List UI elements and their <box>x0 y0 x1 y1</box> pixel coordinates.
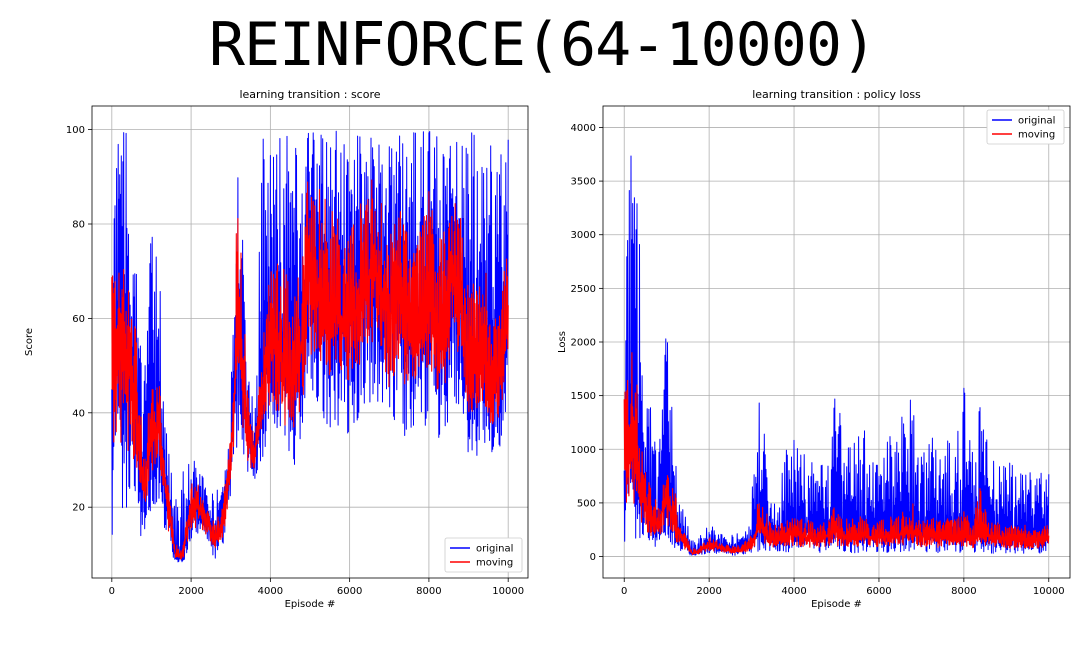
policy-loss-xtick-label: 10000 <box>1033 586 1065 597</box>
policy-loss-xtick-label: 8000 <box>951 586 976 597</box>
score-ytick-label: 40 <box>72 408 85 419</box>
policy-loss-ytick-label: 2500 <box>571 284 596 295</box>
policy-loss-ytick-label: 4000 <box>571 123 596 134</box>
policy-loss-xtick-label: 2000 <box>696 586 721 597</box>
policy-loss-title: learning transition : policy loss <box>752 88 921 101</box>
policy-loss-ytick-label: 2000 <box>571 338 596 349</box>
policy-loss-legend-label-original: original <box>1018 116 1055 127</box>
policy-loss-xtick-label: 0 <box>621 586 627 597</box>
policy-loss-xlabel: Episode # <box>811 599 862 610</box>
policy-loss-ytick-label: 1000 <box>571 445 596 456</box>
score-xtick-label: 10000 <box>492 586 524 597</box>
policy-loss-ytick-label: 1500 <box>571 391 596 402</box>
policy-loss-plot-area <box>623 155 1050 556</box>
score-ytick-label: 20 <box>72 503 85 514</box>
score-title: learning transition : score <box>239 88 380 101</box>
policy-loss-ytick-label: 500 <box>577 498 596 509</box>
policy-loss-xtick-label: 4000 <box>781 586 806 597</box>
policy-loss-xtick-label: 6000 <box>866 586 891 597</box>
score-ytick-label: 80 <box>72 220 85 231</box>
score-xtick-label: 6000 <box>337 586 362 597</box>
policy-loss-ytick-label: 3000 <box>571 230 596 241</box>
policy-loss-legend-label-moving: moving <box>1018 130 1055 141</box>
policy-loss-legend-box <box>986 109 1065 145</box>
page-title: REINFORCE(64-10000) <box>208 10 877 80</box>
score-series-moving <box>111 179 509 560</box>
score-xtick-label: 8000 <box>416 586 441 597</box>
score-xtick-label: 2000 <box>178 586 203 597</box>
score-xtick-label: 0 <box>109 586 115 597</box>
policy-loss-ytick-label: 0 <box>590 552 596 563</box>
policy-loss-ytick-label: 3500 <box>571 177 596 188</box>
score-ylabel: Score <box>24 328 35 356</box>
score-xtick-label: 4000 <box>258 586 283 597</box>
score-legend-box <box>444 537 523 573</box>
score-ytick-label: 60 <box>72 314 85 325</box>
policy-loss-series-moving <box>623 352 1050 556</box>
policy-loss-series-original <box>623 155 1050 556</box>
score-xlabel: Episode # <box>285 599 336 610</box>
score-ytick-label: 100 <box>66 125 85 136</box>
score-legend: original moving <box>444 537 523 573</box>
policy-loss-ylabel: Loss <box>557 331 568 353</box>
policy-loss-legend: original moving <box>986 109 1065 145</box>
score-plot-area <box>111 130 509 563</box>
score-legend-label-original: original <box>476 544 513 555</box>
score-axes-frame <box>91 105 529 579</box>
score-legend-label-moving: moving <box>476 558 513 569</box>
